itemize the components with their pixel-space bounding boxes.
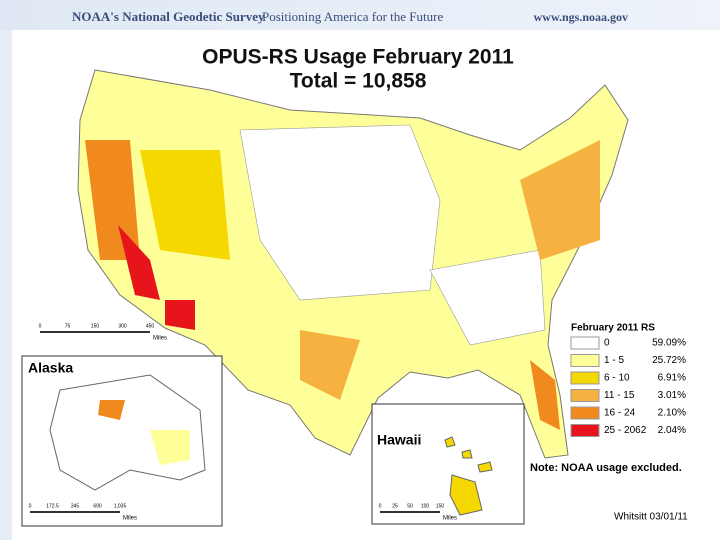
legend-swatch [570,354,600,367]
header-url: www.ngs.noaa.gov [534,10,628,24]
map-region [118,225,160,300]
scale-tick-label: 690 [93,503,102,509]
scale-tick-label: 345 [71,503,80,509]
legend: 0 59.09% 1 - 5 25.72% 6 - 10 6.91% 11 - 15 3.01… [570,336,686,437]
legend-label: 6 - 10 [604,373,630,384]
map-region [85,140,140,260]
legend-swatch [570,371,600,385]
legend-label: 0 [604,338,610,349]
scale-unit: Miles [123,516,137,522]
header-org: NOAA's National Geodetic Survey [72,9,265,24]
scale-tick-label: 0 [29,503,32,509]
legend-label: 16 - 24 [604,408,636,419]
credit: Whitsitt 03/01/11 [614,512,688,523]
scale-bars: 0 75 150 300 450 Miles 0 172.5 345 690 1,035 Miles 0… [29,323,457,521]
legend-percent: 25.72% [652,355,686,366]
header-tagline: Positioning America for the Future [262,9,443,24]
legend-label: 1 - 5 [604,355,624,366]
scale-unit: Miles [443,516,457,522]
scale-tick-label: 50 [407,503,413,509]
legend-percent: 6.91% [658,373,686,384]
hawaii-inset [371,403,525,525]
map-title: OPUS-RS Usage February 2011 [202,46,514,69]
map-total: Total = 10,858 [290,70,427,93]
scale-tick-label: 100 [421,503,430,509]
legend-percent: 3.01% [658,390,686,401]
map-region [140,150,230,260]
inset-label: Alaska [28,360,73,376]
hawaii-map [444,436,493,516]
scale-tick-label: 1,035 [114,503,127,509]
legend-percent: 2.10% [658,408,686,419]
map-region [165,300,195,330]
legend-percent: 2.04% [658,425,686,436]
scale-tick-label: 0 [379,503,382,509]
map-region [98,400,125,420]
legend-swatch [570,406,600,420]
legend-percent: 59.09% [652,338,686,349]
inset-label: Hawaii [377,432,421,448]
legend-swatch [570,424,600,437]
scale-unit: Miles [153,336,167,342]
scale-tick-label: 300 [118,323,127,329]
map-region [239,124,441,301]
note: Note: NOAA usage excluded. [530,462,682,474]
legend-title: February 2011 RS [571,323,655,334]
scale-tick-label: 0 [39,323,42,329]
scale-tick-label: 150 [91,323,100,329]
scale-tick-label: 150 [436,503,445,509]
map-region [150,430,190,465]
legend-swatch [570,336,600,350]
header-bar [0,0,720,30]
side-band [0,30,12,540]
map-region [300,330,360,400]
scale-tick-label: 172.5 [46,503,59,509]
map-region [520,140,600,260]
legend-label: 11 - 15 [604,390,635,401]
map-region [530,360,560,430]
scale-tick-label: 25 [392,503,398,509]
legend-swatch [570,389,600,402]
legend-label: 25 - 2062 [604,425,647,436]
scale-tick-label: 450 [146,323,155,329]
scale-tick-label: 75 [65,323,71,329]
map-region [429,249,546,346]
